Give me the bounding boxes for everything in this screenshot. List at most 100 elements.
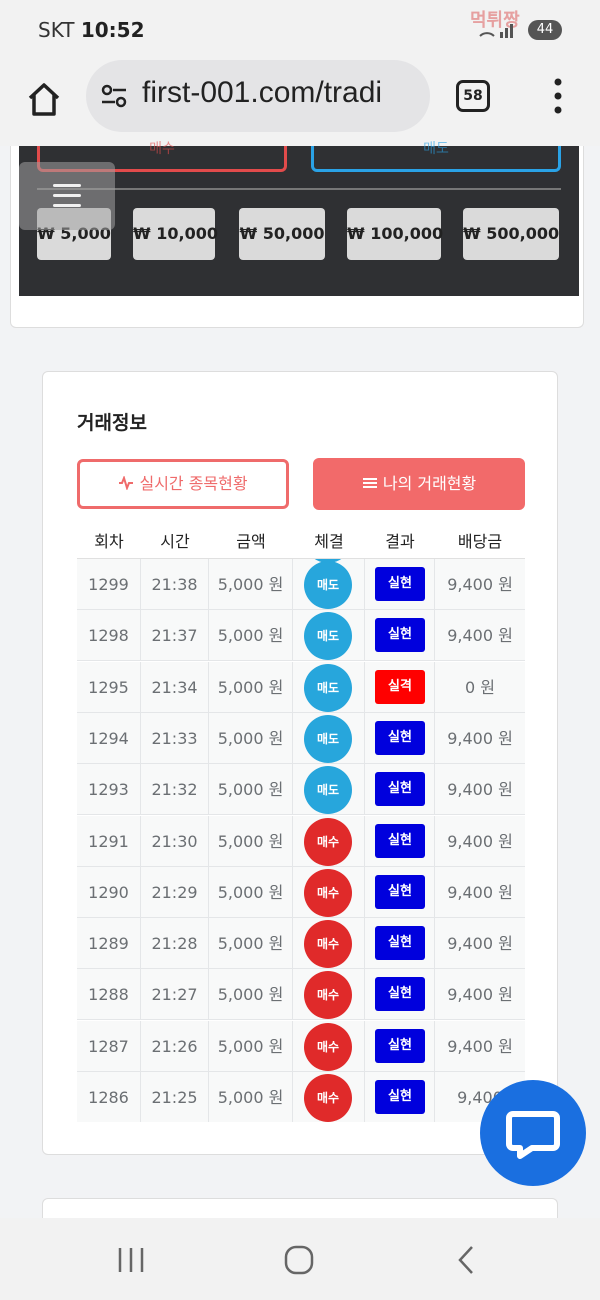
cell-time: 21:38 bbox=[141, 559, 209, 610]
result-badge: 실현 bbox=[375, 823, 425, 858]
cell-round: 1299 bbox=[77, 559, 141, 610]
amount-button-50000[interactable]: ₩ 50,000 bbox=[239, 208, 325, 260]
chart-icon bbox=[118, 474, 139, 493]
clock: 10:52 bbox=[80, 18, 145, 42]
sell-badge: 매도 bbox=[304, 714, 352, 763]
buy-badge: 매수 bbox=[304, 1074, 352, 1122]
tab-live-status[interactable]: 실시간 종목현황 bbox=[77, 459, 289, 509]
cell-result bbox=[365, 559, 435, 610]
result-badge: 실현 bbox=[375, 977, 425, 1012]
cell-result bbox=[365, 764, 435, 816]
table-row: 1289 21:28 5,000 원 9,400 원 매수 실현 bbox=[77, 918, 525, 970]
sell-badge: 매도 bbox=[304, 663, 352, 712]
cell-amount: 5,000 원 bbox=[209, 969, 293, 1021]
cell-side bbox=[293, 918, 365, 970]
result-badge: 실현 bbox=[375, 618, 425, 653]
cell-payout: 0 원 bbox=[465, 677, 495, 697]
cell-side bbox=[293, 969, 365, 1021]
chat-icon bbox=[506, 1111, 560, 1159]
cell-amount: 5,000 원 bbox=[209, 815, 293, 867]
address-bar[interactable]: first-001.com/tradi bbox=[86, 60, 430, 132]
battery-indicator: 44 bbox=[528, 20, 562, 40]
panel-divider bbox=[37, 188, 561, 190]
sell-button[interactable]: 매도 bbox=[311, 141, 561, 172]
browser-toolbar: first-001.com/tradi 58 bbox=[0, 60, 600, 146]
table-row: 1294 21:33 5,000 원 9,400 원 매도 실현 bbox=[77, 712, 525, 764]
cell-payout: 9,400 원 bbox=[447, 934, 513, 954]
buy-badge: 매수 bbox=[304, 817, 352, 866]
status-bar: SKT 10:52 먹튀짱 44 bbox=[0, 0, 600, 60]
chat-button[interactable] bbox=[480, 1080, 586, 1186]
tab-my-trades[interactable]: 나의 거래현황 bbox=[313, 458, 525, 510]
cell-round: 1286 bbox=[77, 1072, 141, 1122]
col-round: 회차 bbox=[94, 532, 124, 551]
site-settings-icon[interactable] bbox=[100, 82, 128, 110]
cell-result bbox=[365, 969, 435, 1021]
cell-side bbox=[293, 712, 365, 764]
cell-time: 21:34 bbox=[141, 661, 209, 713]
table-row: 1299 21:38 5,000 원 9,400 원 매도 실현 bbox=[77, 559, 525, 610]
amount-button-10000[interactable]: ₩ 10,000 bbox=[133, 208, 218, 260]
home-nav-icon[interactable] bbox=[283, 1244, 315, 1276]
tab-mine-label: 나의 거래현황 bbox=[382, 474, 477, 493]
cell-round: 1295 bbox=[77, 661, 141, 713]
cell-payout: 9,400 원 bbox=[447, 780, 513, 800]
col-payout: 배당금 bbox=[457, 532, 503, 551]
carrier-label: SKT bbox=[38, 18, 75, 42]
recent-apps-icon[interactable] bbox=[116, 1246, 146, 1274]
back-icon[interactable] bbox=[454, 1244, 478, 1276]
cell-round: 1294 bbox=[77, 712, 141, 764]
cell-payout: 9,400 원 bbox=[447, 831, 513, 851]
trade-table[interactable]: 1299 21:38 5,000 원 9,400 원 매도 실현 1298 21:37 5,00… bbox=[77, 558, 525, 1122]
cell-payout: 9,400 원 bbox=[447, 626, 513, 646]
table-row: 1295 21:34 5,000 원 0 원 매도 실격 bbox=[77, 661, 525, 713]
cell-time: 21:25 bbox=[141, 1072, 209, 1122]
cell-time: 21:37 bbox=[141, 610, 209, 662]
cell-result bbox=[365, 610, 435, 662]
cell-round: 1298 bbox=[77, 610, 141, 662]
signal-icon bbox=[478, 22, 522, 44]
cell-time: 21:28 bbox=[141, 918, 209, 970]
buy-badge: 매수 bbox=[304, 920, 352, 969]
buy-badge: 매수 bbox=[304, 971, 352, 1020]
home-icon[interactable] bbox=[24, 80, 64, 120]
sell-badge: 매도 bbox=[304, 612, 352, 661]
cell-result bbox=[365, 1072, 435, 1122]
result-badge: 실현 bbox=[375, 1080, 425, 1114]
system-nav-bar bbox=[0, 1218, 600, 1300]
amount-button-500000[interactable]: ₩ 500,000 bbox=[463, 208, 559, 260]
list-icon bbox=[362, 474, 383, 493]
result-badge: 실현 bbox=[375, 772, 425, 807]
cell-side bbox=[293, 661, 365, 713]
cell-amount: 5,000 원 bbox=[209, 918, 293, 970]
cell-round: 1291 bbox=[77, 815, 141, 867]
url-text[interactable]: first-001.com/tradi bbox=[142, 76, 383, 109]
cell-side bbox=[293, 610, 365, 662]
cell-result bbox=[365, 1020, 435, 1072]
more-icon[interactable] bbox=[548, 74, 568, 118]
result-badge: 실격 bbox=[375, 669, 425, 704]
menu-icon[interactable] bbox=[19, 162, 115, 230]
table-header: 회차 시간 금액 체결 결과 배당금 bbox=[77, 528, 525, 558]
buy-button[interactable]: 매수 bbox=[37, 141, 287, 172]
tabs-icon[interactable]: 58 bbox=[456, 80, 490, 112]
cell-result bbox=[365, 661, 435, 713]
cell-round: 1287 bbox=[77, 1020, 141, 1072]
table-row: 1290 21:29 5,000 원 9,400 원 매수 실현 bbox=[77, 866, 525, 918]
cell-round: 1290 bbox=[77, 866, 141, 918]
trade-info-card: 거래정보 실시간 종목현황 나의 거래현황 회차 시간 금액 체결 결과 배당금… bbox=[42, 371, 558, 1155]
cell-result bbox=[365, 712, 435, 764]
sell-badge: 매도 bbox=[304, 766, 352, 815]
cell-payout: 9,400 원 bbox=[447, 728, 513, 748]
amount-button-100000[interactable]: ₩ 100,000 bbox=[347, 208, 443, 260]
trading-panel-card: 매수 매도 ₩ 5,000 ₩ 10,000 ₩ 50,000 ₩ 100,00… bbox=[10, 141, 584, 328]
cell-side bbox=[293, 815, 365, 867]
cell-time: 21:26 bbox=[141, 1020, 209, 1072]
result-badge: 실현 bbox=[375, 567, 425, 601]
result-badge: 실현 bbox=[375, 1028, 425, 1063]
table-row: 1293 21:32 5,000 원 9,400 원 매도 실현 bbox=[77, 764, 525, 816]
cell-time: 21:29 bbox=[141, 866, 209, 918]
sell-badge: 매도 bbox=[304, 561, 352, 609]
cell-amount: 5,000 원 bbox=[209, 764, 293, 816]
cell-round: 1288 bbox=[77, 969, 141, 1021]
